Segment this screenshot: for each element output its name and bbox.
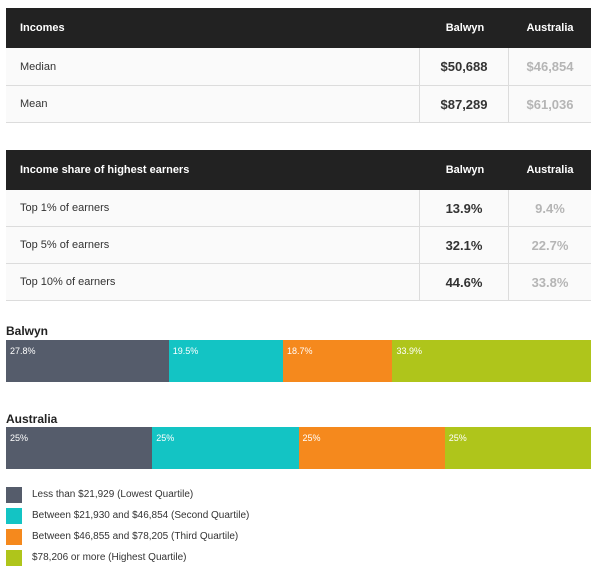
australia-value: 33.8% [508, 264, 591, 300]
data-label: 19.5% [172, 346, 199, 356]
incomes-table-header: Incomes Balwyn Australia [6, 8, 591, 48]
row-label: Top 1% of earners [20, 202, 110, 214]
balwyn-bar-title: Balwyn [6, 324, 49, 338]
balwyn-value: $87,289 [419, 86, 508, 122]
data-label: 18.7% [286, 346, 313, 356]
table-row: Top 1% of earners 13.9% 9.4% [6, 190, 591, 227]
legend-item: Between $21,930 and $46,854 (Second Quar… [6, 505, 249, 526]
data-label: 33.9% [396, 346, 422, 356]
income-share-header-title: Income share of highest earners [20, 164, 190, 176]
legend-swatch [6, 507, 22, 524]
income-share-table: Income share of highest earners Balwyn A… [6, 150, 591, 301]
third-quartile-segment: 25% [298, 427, 445, 469]
row-label: Top 10% of earners [20, 276, 116, 288]
income-share-header-australia: Australia [526, 164, 574, 176]
australia-value: 22.7% [508, 227, 591, 263]
balwyn-value: 44.6% [419, 264, 508, 300]
legend-swatch [6, 528, 22, 545]
table-row: Top 5% of earners 32.1% 22.7% [6, 227, 591, 264]
legend-swatch [6, 486, 22, 503]
legend-item: Between $46,855 and $78,205 (Third Quart… [6, 526, 249, 547]
balwyn-quartile-bar: 27.8% 19.5% 18.7% 33.9% [6, 340, 591, 382]
income-share-header-balwyn: Balwyn [445, 164, 485, 176]
legend-label: Less than $21,929 (Lowest Quartile) [32, 489, 194, 500]
australia-quartile-bar: 25% 25% 25% 25% [6, 427, 591, 469]
data-label: 25% [10, 433, 29, 443]
highest-quartile-segment: 25% [444, 427, 591, 469]
lowest-quartile-segment: 27.8% [6, 340, 169, 382]
australia-value: $46,854 [508, 48, 591, 85]
lowest-quartile-segment: 25% [6, 427, 153, 469]
legend-item: Less than $21,929 (Lowest Quartile) [6, 484, 249, 505]
income-share-table-header: Income share of highest earners Balwyn A… [6, 150, 591, 190]
legend-swatch [6, 549, 22, 566]
balwyn-value: 32.1% [419, 227, 508, 263]
incomes-table: Incomes Balwyn Australia Median $50,688 … [6, 8, 591, 123]
row-label: Mean [20, 98, 48, 110]
table-row: Mean $87,289 $61,036 [6, 86, 591, 123]
legend-item: $78,206 or more (Highest Quartile) [6, 547, 249, 568]
highest-quartile-segment: 33.9% [392, 340, 591, 382]
incomes-header-australia: Australia [526, 22, 574, 34]
second-quartile-segment: 19.5% [168, 340, 283, 382]
table-row: Top 10% of earners 44.6% 33.8% [6, 264, 591, 301]
legend-label: Between $46,855 and $78,205 (Third Quart… [32, 531, 239, 542]
incomes-header-title: Incomes [20, 22, 65, 34]
australia-bar-title: Australia [6, 412, 58, 426]
table-row: Median $50,688 $46,854 [6, 48, 591, 86]
data-label: 27.8% [10, 346, 36, 356]
legend-label: $78,206 or more (Highest Quartile) [32, 552, 187, 563]
data-label: 25% [448, 433, 467, 443]
balwyn-value: 13.9% [419, 190, 508, 226]
second-quartile-segment: 25% [152, 427, 299, 469]
third-quartile-segment: 18.7% [282, 340, 393, 382]
balwyn-value: $50,688 [419, 48, 508, 85]
data-label: 25% [302, 433, 321, 443]
data-label: 25% [156, 433, 175, 443]
australia-value: 9.4% [508, 190, 591, 226]
row-label: Median [20, 60, 57, 73]
australia-value: $61,036 [508, 86, 591, 122]
legend-label: Between $21,930 and $46,854 (Second Quar… [32, 510, 250, 521]
row-label: Top 5% of earners [20, 239, 110, 251]
chart-legend: Less than $21,929 (Lowest Quartile) Betwe… [6, 484, 249, 568]
incomes-header-balwyn: Balwyn [445, 22, 485, 34]
